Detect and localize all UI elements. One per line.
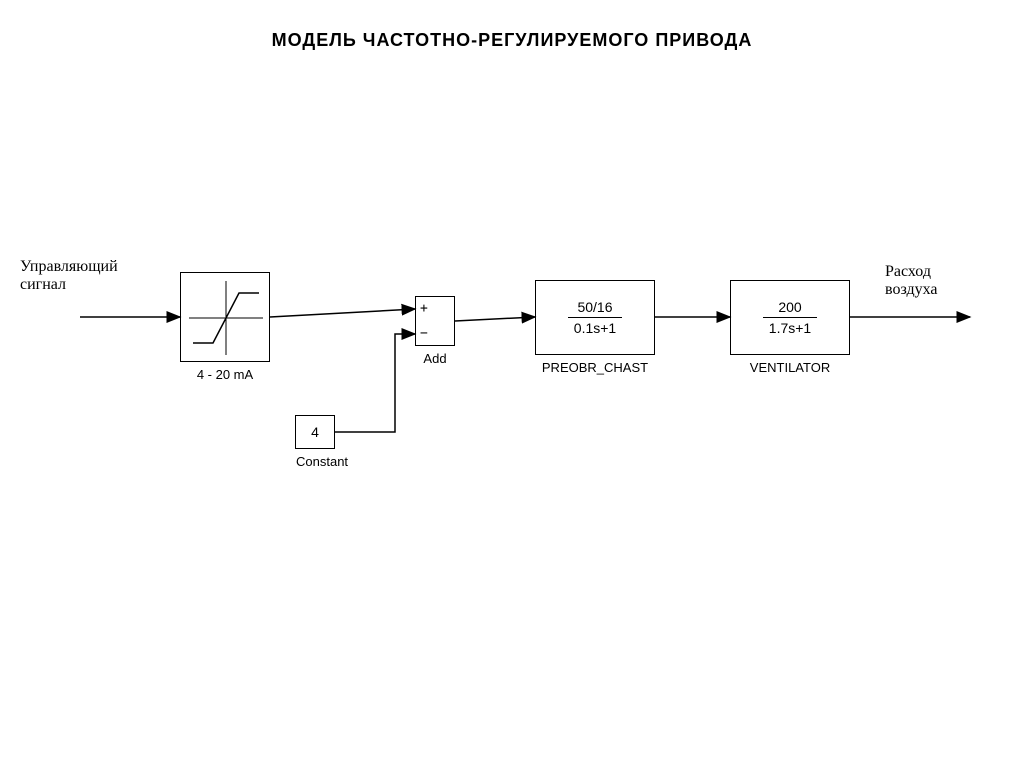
connections-svg — [0, 0, 1024, 767]
block-diagram: Управляющий сигнал Расход воздуха 4 - 20… — [0, 0, 1024, 767]
